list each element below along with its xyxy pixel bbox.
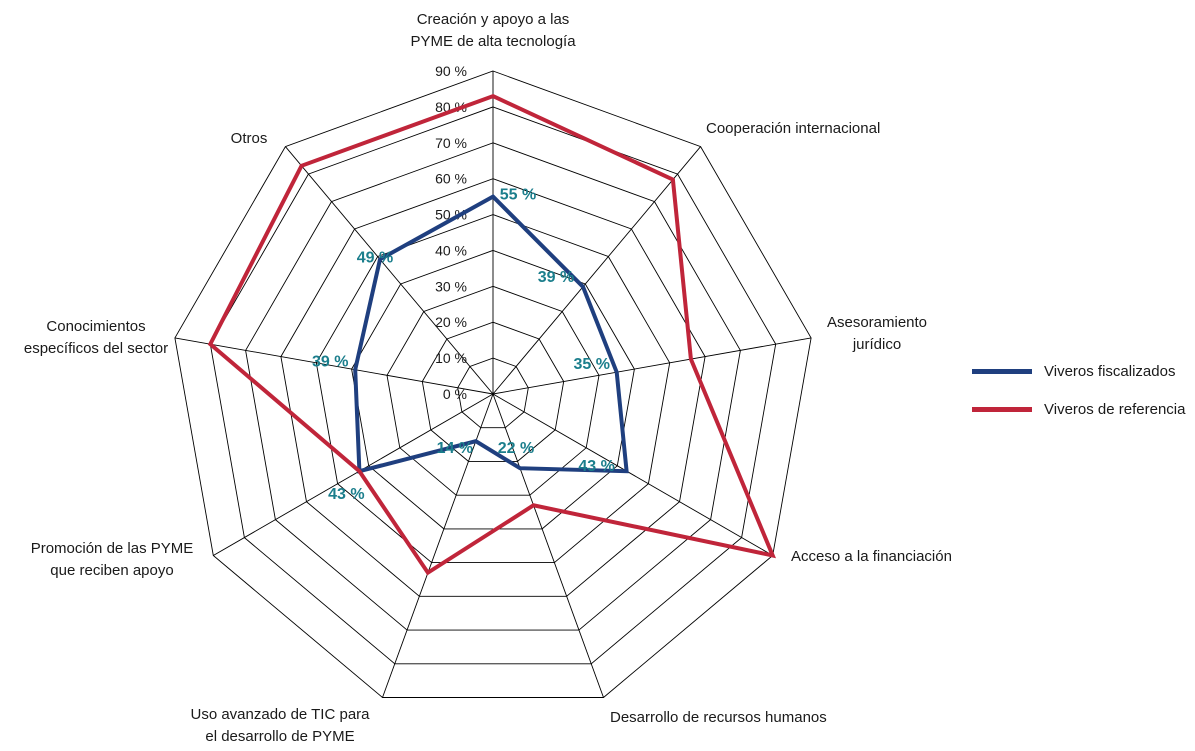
grid-ring [209,106,777,665]
grid-ring [174,70,812,698]
category-label: Creación y apoyo a las [417,11,570,28]
legend-item-series-1: Viveros fiscalizados [972,352,1187,390]
tick-label: 90 % [435,63,467,79]
data-label: 55 % [500,187,536,204]
legend-swatch-series-2 [972,406,1032,412]
tick-label: 0 % [443,386,467,402]
grid-spoke [492,146,701,395]
data-label: 22 % [498,440,534,457]
grid-spoke [382,393,494,698]
category-label: Promoción de las PYME [31,540,194,557]
category-labels: Creación y apoyo a las PYME de alta tecno… [24,11,952,745]
category-label: Conocimientos [46,318,145,335]
data-labels: 55 % 39 % 35 % 43 % 22 % 14 % 43 % 39 % 49 % [312,187,615,504]
grid-spoke [492,393,604,698]
grid-spoke [492,337,812,395]
data-label: 49 % [357,249,393,266]
series-line-1 [353,194,629,474]
tick-label: 70 % [435,135,467,151]
grid-ring [386,285,600,496]
data-label: 43 % [578,458,614,475]
data-label: 39 % [312,354,348,371]
category-label: Cooperación internacional [706,120,880,137]
tick-label: 30 % [435,278,467,294]
grid-spoke [174,337,494,395]
data-label: 14 % [437,440,473,457]
grid-ring [457,357,529,429]
grid-ring [245,142,741,631]
grid-spoke [285,146,494,395]
legend: Viveros fiscalizados Viveros de referenc… [972,352,1187,428]
legend-item-series-2: Viveros de referencia [972,390,1187,428]
tick-label: 20 % [435,314,467,330]
category-label: Desarrollo de recursos humanos [610,709,827,726]
tick-label: 80 % [435,99,467,115]
tick-label: 60 % [435,171,467,187]
data-label: 39 % [538,269,574,286]
category-label: Acceso a la financiación [791,548,952,565]
legend-label-series-1: Viveros fiscalizados [1044,362,1176,380]
series-lines [207,93,777,576]
data-label: 35 % [573,356,609,373]
grid-ring [315,214,671,564]
category-label: jurídico [852,336,901,353]
tick-label: 40 % [435,242,467,258]
grid-ring [421,321,565,462]
series-line-2 [207,93,777,576]
category-label: específicos del sector [24,340,168,357]
category-label: PYME de alta tecnología [410,33,576,50]
tick-label: 50 % [435,207,467,223]
data-label: 43 % [328,486,364,503]
grid-spoke [492,393,773,556]
radial-tick-labels: 0 % 10 % 20 % 30 % 40 % 50 % 60 % 70 % 80 % 90 % [435,63,467,402]
category-label: Uso avanzado de TIC para [191,706,371,723]
category-label: que reciben apoyo [50,562,173,579]
grid-spoke [213,393,494,556]
tick-label: 10 % [435,350,467,366]
legend-swatch-series-1 [972,368,1032,374]
radar-grid [174,70,812,698]
category-label: Otros [231,130,268,147]
category-label: Asesoramiento [827,314,927,331]
category-label: el desarrollo de PYME [205,728,354,745]
legend-label-series-2: Viveros de referencia [1044,400,1186,418]
grid-ring [280,178,706,597]
